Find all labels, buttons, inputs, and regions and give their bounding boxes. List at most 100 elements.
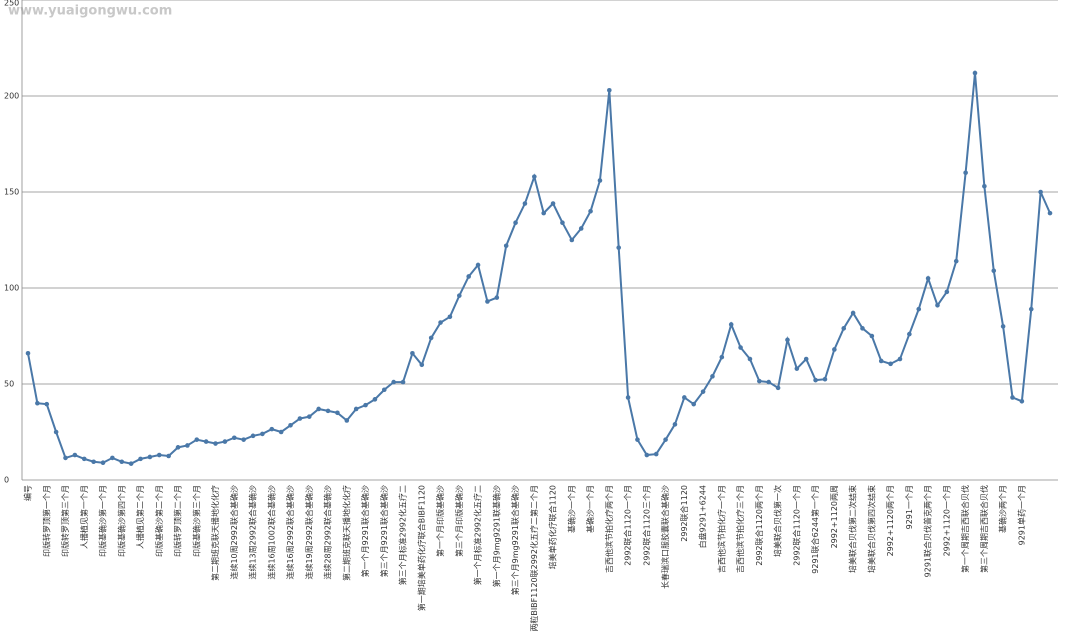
marker xyxy=(916,306,922,312)
marker xyxy=(419,362,425,368)
marker xyxy=(485,299,490,304)
x-tick-label: 第三个月印版基确沙 xyxy=(454,485,464,557)
marker xyxy=(625,395,631,400)
marker xyxy=(860,326,865,331)
x-tick-label: 第一个月9291联合基确沙 xyxy=(360,485,370,577)
marker xyxy=(410,350,415,356)
x-tick-label: 培美单药化疗联合1120 xyxy=(548,485,558,569)
y-tick-label: 200 xyxy=(4,92,19,101)
marker xyxy=(766,379,772,385)
marker xyxy=(991,268,997,274)
x-tick-label: 第一个月印版基确沙 xyxy=(435,485,445,557)
marker xyxy=(653,451,659,457)
marker xyxy=(138,456,143,462)
marker xyxy=(635,437,640,442)
marker xyxy=(288,422,293,428)
x-tick-label: 培美联合贝伐第一次 xyxy=(773,485,783,557)
marker xyxy=(119,459,125,465)
marker xyxy=(925,276,931,281)
marker xyxy=(316,406,321,412)
x-tick-label: 吉西他滨节拍化疗三个月 xyxy=(735,485,745,573)
x-tick-label: 9291联合6244第一个月 xyxy=(810,485,820,574)
marker xyxy=(672,422,678,427)
x-tick-label: 2992+1120两个月 xyxy=(886,485,895,556)
x-tick-label: 2992联合1120一个月 xyxy=(791,485,801,566)
marker xyxy=(203,439,209,444)
marker xyxy=(250,433,256,439)
marker xyxy=(44,401,50,407)
marker xyxy=(569,237,575,243)
marker xyxy=(503,243,509,249)
marker xyxy=(231,435,237,441)
x-tick-label: 第三个月9mg9291联合基确沙 xyxy=(510,485,520,595)
x-tick-label: 印版基确沙第一个月 xyxy=(98,485,108,557)
marker xyxy=(822,376,828,382)
x-tick-label: 第三个周期吉西联合贝伐 xyxy=(979,485,989,573)
marker xyxy=(297,416,303,421)
marker xyxy=(878,358,884,364)
marker xyxy=(663,437,668,442)
marker xyxy=(466,274,471,279)
x-tick-label: 连续13周2992联合基确沙 xyxy=(248,485,258,580)
marker xyxy=(953,258,959,264)
marker xyxy=(560,220,565,226)
x-tick-label: 第三个月标准2992化五疗二 xyxy=(398,485,408,585)
x-tick-label: 人播植见第一个月 xyxy=(79,485,89,549)
x-tick-label: 培美联合贝伐第四次结束 xyxy=(866,485,876,573)
x-tick-label: 9291联合贝伐普克两个月 xyxy=(923,485,933,577)
marker xyxy=(607,87,612,93)
marker xyxy=(775,385,781,391)
line xyxy=(27,72,1051,465)
marker xyxy=(1047,210,1053,216)
x-tick-label: 2992联合1120 xyxy=(679,485,689,542)
marker xyxy=(325,408,331,414)
marker xyxy=(785,337,790,343)
x-tick-label: 第一期培美单药化疗联合BIBF1120 xyxy=(416,485,426,611)
marker xyxy=(794,366,800,371)
marker xyxy=(72,452,78,458)
marker xyxy=(81,456,87,462)
marker xyxy=(194,437,200,442)
marker xyxy=(907,331,912,337)
marker xyxy=(982,183,987,189)
marker xyxy=(100,460,106,466)
marker xyxy=(175,445,181,450)
marker xyxy=(53,429,59,435)
x-tick-label: 连续10周2992联合基确沙 xyxy=(229,485,239,580)
marker xyxy=(597,178,603,183)
marker xyxy=(1000,324,1006,329)
marker xyxy=(869,333,875,339)
marker xyxy=(35,400,40,406)
marker xyxy=(222,439,228,444)
marker xyxy=(935,302,940,308)
marker xyxy=(738,345,743,350)
y-tick-label: 150 xyxy=(4,188,19,197)
marker xyxy=(344,418,350,423)
marker xyxy=(363,402,368,408)
marker xyxy=(644,452,650,458)
watermark: www.yuaigongwu.com xyxy=(8,4,172,19)
marker xyxy=(888,361,893,367)
x-tick-label: 长春瑞滨口服胶囊联合基确沙 xyxy=(660,485,670,589)
x-tick-label: 9291一个月 xyxy=(905,485,914,529)
marker xyxy=(522,201,528,206)
marker xyxy=(353,406,359,412)
x-tick-label: 每天两粒BIBF1120联2992化五疗二第二个月 xyxy=(529,485,539,632)
marker xyxy=(457,293,462,298)
x-tick-label: 基确沙一个月 xyxy=(566,485,576,533)
marker xyxy=(1010,395,1015,400)
marker xyxy=(147,454,153,460)
marker xyxy=(278,429,284,435)
x-tick-label: 连续19周2992联合基确沙 xyxy=(304,485,314,580)
marker xyxy=(372,397,378,402)
marker xyxy=(475,262,481,268)
marker xyxy=(63,455,68,461)
x-tick-label: 吉西他滨节拍化疗一个月 xyxy=(716,485,726,573)
x-tick-label: 基确沙一个月 xyxy=(585,485,595,533)
marker xyxy=(428,335,434,341)
marker xyxy=(691,401,697,407)
marker xyxy=(447,314,453,320)
x-tick-label: 基确沙两个月 xyxy=(998,485,1008,533)
marker xyxy=(1019,398,1025,404)
marker xyxy=(710,374,715,379)
